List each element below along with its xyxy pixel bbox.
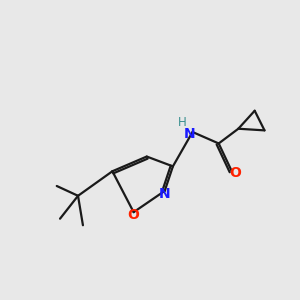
Text: N: N bbox=[183, 127, 195, 141]
Text: O: O bbox=[128, 208, 140, 222]
Text: N: N bbox=[159, 187, 170, 201]
Text: H: H bbox=[178, 116, 187, 129]
Text: O: O bbox=[229, 166, 241, 180]
